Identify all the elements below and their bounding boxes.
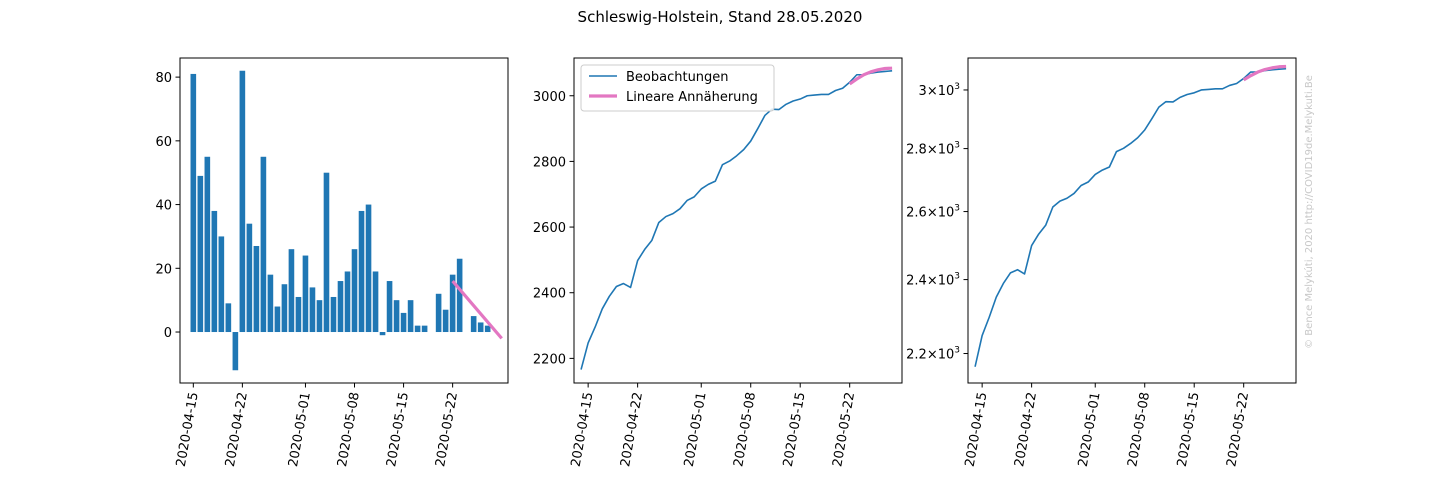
ytick-label: 3×103 [919, 82, 960, 99]
bar-2020-05-15 [400, 312, 407, 333]
observed-line [974, 67, 1287, 367]
bar-2020-04-24 [253, 245, 260, 333]
axes-frame [573, 57, 903, 384]
bar-2020-05-25 [470, 316, 477, 333]
bar-2020-05-05 [330, 296, 337, 333]
xtick-label: 2020-04-22 [618, 391, 646, 468]
bar-2020-05-18 [421, 325, 428, 333]
ytick-label: 40 [155, 199, 172, 214]
bar-2020-04-23 [246, 223, 253, 333]
bar-2020-04-26 [267, 274, 274, 333]
xtick-label: 2020-05-15 [384, 391, 412, 468]
panel-cumulative-log: 2.2×103 2.4×103 2.6×103 2.8×103 3×103 2020-04… [906, 57, 1297, 468]
ytick-label: 2800 [533, 155, 566, 170]
bar-2020-05-23 [456, 258, 463, 333]
linear-fit-line [848, 66, 893, 86]
axes-frame [179, 57, 509, 384]
xtick-label: 2020-05-01 [286, 391, 314, 468]
bar-2020-05-27 [484, 325, 491, 333]
bar-2020-04-21 [232, 332, 239, 371]
bar-2020-04-18 [211, 210, 218, 333]
watermark: © Bence Melykúti, 2020 http://COVID19de.… [1303, 75, 1315, 349]
ytick-label: 2.6×103 [906, 204, 960, 221]
linear-fit-line [451, 279, 503, 340]
xtick-label: 2020-05-01 [1076, 391, 1104, 468]
bar-2020-05-12 [379, 332, 386, 336]
bar-2020-05-20 [435, 293, 442, 333]
bar-2020-05-26 [477, 322, 484, 333]
bar-2020-05-22 [449, 274, 456, 333]
bar-2020-05-17 [414, 325, 421, 333]
bar-2020-04-29 [288, 249, 295, 333]
bar-2020-04-27 [274, 306, 281, 333]
bar-2020-04-22 [239, 70, 246, 333]
bar-2020-04-28 [281, 284, 288, 333]
bar-2020-05-01 [302, 255, 309, 333]
ytick-label: 2.2×103 [906, 346, 960, 363]
bar-2020-05-21 [442, 309, 449, 333]
panel-cumulative-linear: 2200 2400 2600 2800 3000 2020-04-15 2020-04-22… [533, 57, 903, 468]
observed-line [580, 70, 893, 370]
ytick-label: 2600 [533, 221, 566, 236]
ytick-label: 20 [155, 262, 172, 277]
ytick-label: 0 [164, 326, 172, 341]
ytick-label: 2200 [533, 352, 566, 367]
axes-frame [967, 57, 1297, 384]
bar-2020-04-15 [190, 73, 197, 333]
xtick-label: 2020-05-22 [1224, 391, 1252, 468]
xtick-label: 2020-05-15 [781, 391, 809, 468]
ytick-label: 2.8×103 [906, 141, 960, 158]
xtick-label: 2020-05-22 [433, 391, 461, 468]
xtick-label: 2020-04-15 [174, 391, 202, 468]
bar-2020-05-09 [358, 210, 365, 333]
xtick-label: 2020-04-15 [963, 391, 991, 468]
legend-box [580, 64, 775, 112]
bar-2020-05-13 [386, 281, 393, 333]
bar-2020-05-02 [309, 287, 316, 333]
xtick-label: 2020-05-08 [1125, 391, 1153, 468]
bar-2020-05-03 [316, 300, 323, 333]
legend-label-observed: Beobachtungen [626, 70, 729, 85]
bar-2020-04-30 [295, 296, 302, 333]
xtick-label: 2020-05-08 [335, 391, 363, 468]
xtick-label: 2020-05-22 [830, 391, 858, 468]
ytick-label: 2.4×103 [906, 272, 960, 289]
bar-2020-04-17 [204, 156, 211, 333]
bar-2020-04-19 [218, 236, 225, 333]
bar-2020-05-08 [351, 249, 358, 333]
bar-2020-04-25 [260, 156, 267, 333]
bar-2020-04-20 [225, 303, 232, 333]
bar-2020-05-04 [323, 172, 330, 333]
xtick-label: 2020-04-15 [569, 391, 597, 468]
xtick-label: 2020-05-01 [682, 391, 710, 468]
bar-2020-05-11 [372, 271, 379, 333]
xtick-label: 2020-04-22 [1012, 391, 1040, 468]
legend-label-fit: Lineare Annäherung [626, 90, 758, 105]
ytick-label: 2400 [533, 287, 566, 302]
bar-2020-05-06 [337, 281, 344, 333]
xtick-label: 2020-05-15 [1175, 391, 1203, 468]
bar-2020-05-16 [407, 300, 414, 333]
bar-2020-05-10 [365, 204, 372, 333]
ytick-label: 3000 [533, 90, 566, 105]
ytick-label: 80 [155, 71, 172, 86]
panel-daily-changes: 0 20 40 60 80 2020-04-15 2020-04-22 2020-05-01 2… [155, 57, 509, 468]
xtick-label: 2020-05-08 [731, 391, 759, 468]
ytick-label: 60 [155, 135, 172, 150]
bar-2020-04-16 [197, 175, 204, 333]
linear-fit-line [1242, 64, 1287, 82]
bar-2020-05-14 [393, 300, 400, 333]
figure-title: Schleswig-Holstein, Stand 28.05.2020 [578, 8, 863, 26]
bar-2020-05-07 [344, 271, 351, 333]
xtick-label: 2020-04-22 [223, 391, 251, 468]
